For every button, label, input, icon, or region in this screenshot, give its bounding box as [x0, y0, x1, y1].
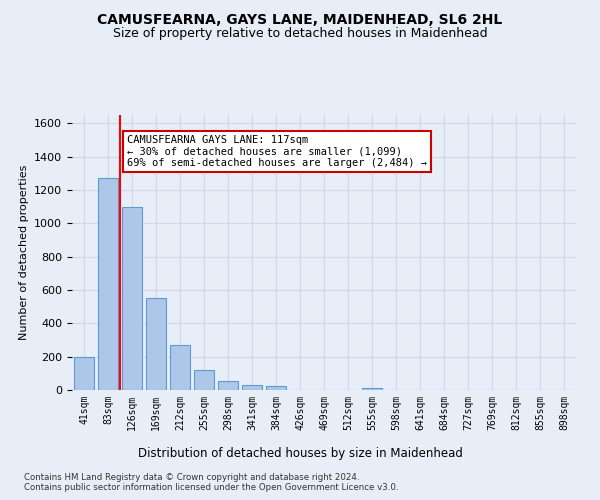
Bar	[170, 345, 190, 390]
Bar	[122, 206, 142, 390]
Text: Contains public sector information licensed under the Open Government Licence v3: Contains public sector information licen…	[24, 484, 398, 492]
Text: Contains HM Land Registry data © Crown copyright and database right 2024.: Contains HM Land Registry data © Crown c…	[24, 472, 359, 482]
Text: CAMUSFEARNA, GAYS LANE, MAIDENHEAD, SL6 2HL: CAMUSFEARNA, GAYS LANE, MAIDENHEAD, SL6 …	[97, 12, 503, 26]
Bar	[218, 381, 238, 390]
Text: CAMUSFEARNA GAYS LANE: 117sqm
← 30% of detached houses are smaller (1,099)
69% o: CAMUSFEARNA GAYS LANE: 117sqm ← 30% of d…	[127, 135, 427, 168]
Bar	[242, 385, 262, 390]
Text: Size of property relative to detached houses in Maidenhead: Size of property relative to detached ho…	[113, 28, 487, 40]
Bar	[146, 298, 166, 390]
Bar	[362, 388, 382, 390]
Text: Distribution of detached houses by size in Maidenhead: Distribution of detached houses by size …	[137, 448, 463, 460]
Bar	[194, 370, 214, 390]
Y-axis label: Number of detached properties: Number of detached properties	[19, 165, 29, 340]
Bar	[74, 357, 94, 390]
Bar	[98, 178, 118, 390]
Bar	[266, 386, 286, 390]
